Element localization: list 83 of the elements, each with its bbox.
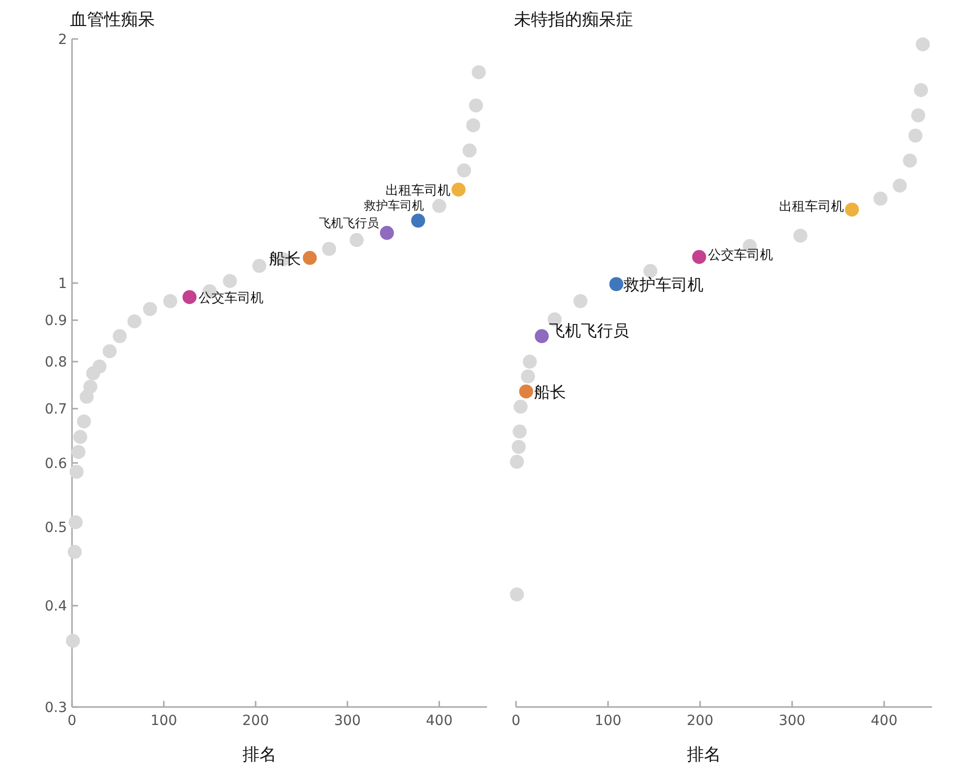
point [302,250,317,265]
x-tick-label: 0 [68,713,76,729]
point [914,83,928,98]
y-tick-label: 0.8 [44,354,67,371]
x-tick-label: 400 [426,713,453,729]
x-tick-label: 200 [242,713,269,729]
point [92,360,107,374]
point [143,302,158,316]
point [222,274,237,288]
point [472,65,486,80]
point [73,430,88,444]
point [844,202,859,217]
series-label: 公交车司机 [708,246,774,263]
point [70,464,84,479]
point [534,329,549,344]
x-axis-title: 排名 [242,745,276,765]
y-tick-label: 1 [58,276,67,292]
point [322,242,336,256]
series-label: 船长 [534,382,566,402]
point [466,118,480,132]
point [76,414,91,428]
point [68,544,82,559]
series-label: 飞机飞行员 [548,321,629,340]
point [916,37,930,52]
y-tick-label: 0.5 [44,520,67,536]
y-tick-label: 0.9 [44,313,67,330]
point [411,214,426,228]
y-tick-label: 0.4 [44,598,68,615]
point [520,369,535,384]
x-tick-label: 0 [512,713,520,729]
point [163,294,178,308]
y-tick-label: 0.7 [44,402,67,418]
point [68,515,83,530]
point [127,314,142,328]
series-label: 救护车司机 [622,275,704,294]
y-tick-label: 0.3 [44,700,67,716]
point [512,424,527,439]
chart-title: 未特指的痴呆症 [514,10,633,30]
point [522,354,537,369]
point [573,294,588,308]
point [892,178,907,193]
point [432,198,446,213]
point [252,258,266,273]
x-axis-title: 排名 [687,745,721,765]
point [182,290,197,304]
point [519,384,534,398]
series-label: 飞机飞行员 [318,216,379,230]
x-tick-label: 200 [686,713,714,729]
y-tick-label: 0.6 [44,456,68,472]
point [102,344,117,358]
series-label: 救护车司机 [363,198,424,213]
point [452,182,466,197]
point [71,444,86,459]
point [468,98,483,112]
point [462,144,477,158]
series-label: 公交车司机 [198,290,264,306]
point [380,226,394,240]
point [66,634,80,648]
point [902,154,917,168]
x-tick-label: 100 [594,713,622,729]
series-label: 出租车司机 [386,184,451,199]
point [908,128,922,143]
x-tick-label: 100 [150,713,178,729]
point [457,163,472,178]
point [112,329,127,344]
point [512,440,526,454]
point [514,400,528,414]
point [83,380,98,394]
point [510,454,524,469]
point [692,250,706,264]
x-tick-label: 400 [870,713,898,729]
series-label: 船长 [268,248,301,268]
x-tick-label: 300 [778,713,806,729]
series-label: 出租车司机 [778,200,844,215]
y-tick-label: 2 [58,32,67,48]
point [609,277,624,292]
point [350,233,364,248]
x-tick-label: 300 [334,713,361,729]
point [793,228,808,243]
point [911,108,926,122]
point [873,192,888,206]
point [510,587,524,602]
chart-title: 血管性痴呆 [70,10,155,30]
